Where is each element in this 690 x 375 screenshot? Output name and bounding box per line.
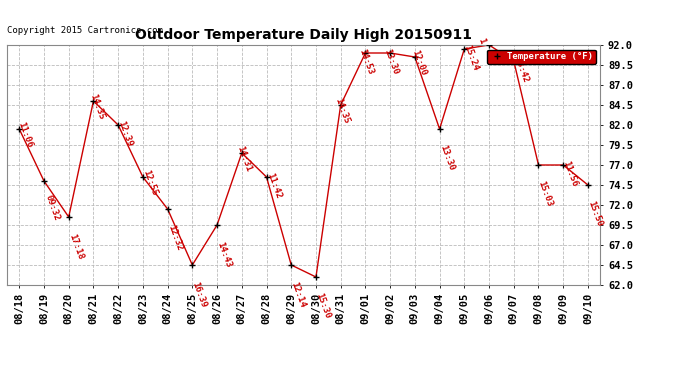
- Text: 15:50: 15:50: [586, 200, 604, 228]
- Text: 11:06: 11:06: [17, 121, 34, 149]
- Text: 1: 1: [476, 37, 486, 45]
- Text: 13:30: 13:30: [438, 144, 455, 172]
- Text: 13:42: 13:42: [512, 56, 530, 84]
- Text: 14:43: 14:43: [215, 241, 233, 269]
- Text: 14:35: 14:35: [333, 97, 351, 125]
- Legend: Temperature (°F): Temperature (°F): [487, 50, 595, 64]
- Text: 11:56: 11:56: [562, 159, 579, 188]
- Text: 12:39: 12:39: [117, 120, 134, 148]
- Text: 15:03: 15:03: [537, 180, 554, 208]
- Text: 12:32: 12:32: [166, 224, 184, 252]
- Text: 17:18: 17:18: [67, 233, 85, 261]
- Text: 12:00: 12:00: [411, 49, 428, 77]
- Text: 11:42: 11:42: [265, 171, 282, 200]
- Text: 15:30: 15:30: [314, 291, 332, 320]
- Title: Outdoor Temperature Daily High 20150911: Outdoor Temperature Daily High 20150911: [135, 28, 472, 42]
- Text: 14:53: 14:53: [357, 48, 375, 76]
- Text: 14:31: 14:31: [235, 145, 253, 173]
- Text: 14:35: 14:35: [88, 93, 106, 122]
- Text: 15:24: 15:24: [462, 44, 480, 72]
- Text: 12:14: 12:14: [290, 281, 307, 309]
- Text: 12:55: 12:55: [141, 169, 159, 197]
- Text: 16:39: 16:39: [190, 281, 208, 309]
- Text: 09:32: 09:32: [43, 194, 61, 222]
- Text: Copyright 2015 Cartronics.com: Copyright 2015 Cartronics.com: [7, 26, 163, 35]
- Text: 13:30: 13:30: [382, 48, 400, 76]
